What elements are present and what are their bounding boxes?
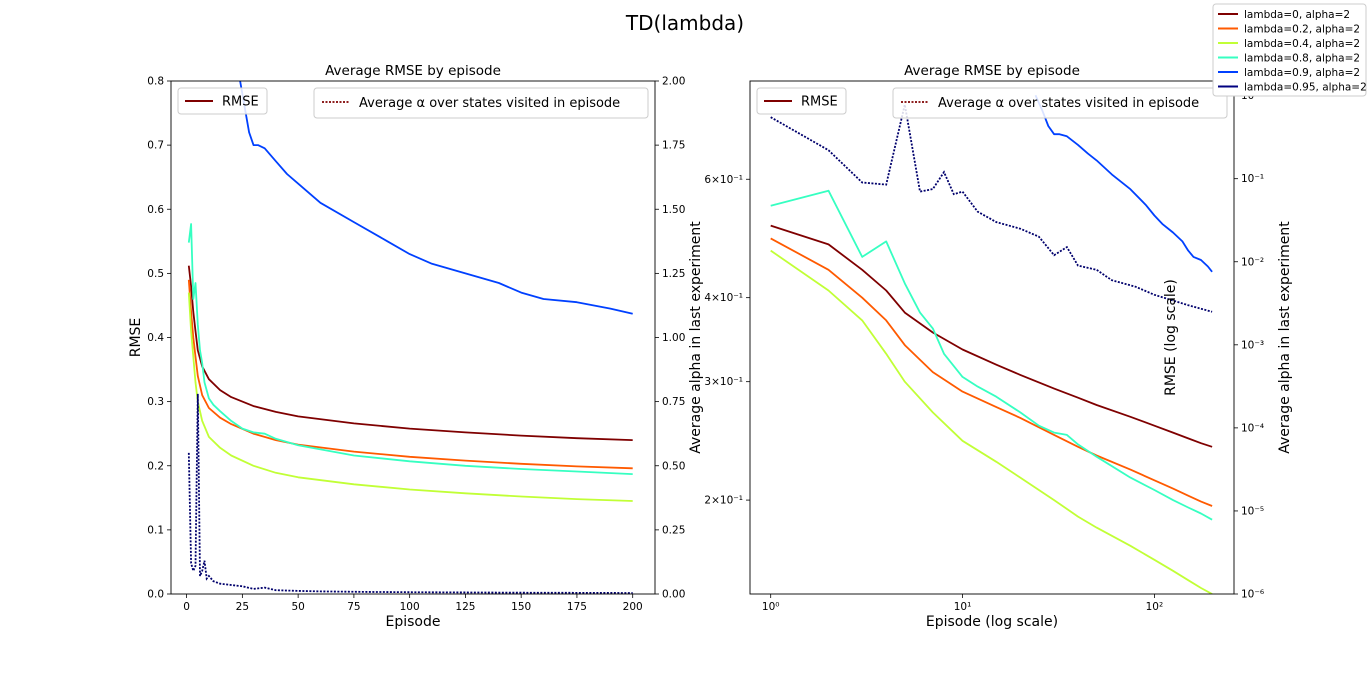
figure-legend-label-2: lambda=0.4, alpha=2 xyxy=(1244,38,1360,50)
plot-area xyxy=(171,81,655,594)
legend-rmse: RMSE xyxy=(756,87,847,115)
y-tick-label: 0.2 xyxy=(147,460,164,472)
y2-tick-label: 0.75 xyxy=(662,396,685,408)
legend-rmse-label: RMSE xyxy=(801,95,838,110)
y-tick-label: 4×10⁻¹ xyxy=(704,292,743,304)
y2-axis-label: Average alpha in last experiment xyxy=(1277,221,1293,454)
x-tick-label: 25 xyxy=(236,601,249,613)
y-tick-label: 0.8 xyxy=(147,76,164,88)
legend-rmse-box xyxy=(756,87,847,115)
legend-alpha-box xyxy=(892,87,1228,119)
series-line-3 xyxy=(770,189,1213,521)
y2-tick-label: 10⁻⁴ xyxy=(1241,422,1264,434)
legend-alpha-label: Average α over states visited in episode xyxy=(359,96,620,111)
y-tick-label: 6×10⁻¹ xyxy=(704,174,743,186)
alpha-line xyxy=(770,104,1213,313)
y-axis-label: RMSE (log scale) xyxy=(1163,279,1179,396)
y2-tick-label: 10⁻⁵ xyxy=(1241,505,1264,517)
y-tick-label: 2×10⁻¹ xyxy=(704,495,743,507)
plot-area xyxy=(750,81,1234,594)
y-tick-label: 0.0 xyxy=(147,589,164,601)
series-group xyxy=(187,81,633,594)
y2-tick-label: 10⁻² xyxy=(1241,256,1264,268)
y2-tick-label: 10⁻⁶ xyxy=(1241,589,1264,601)
y-axis-label: RMSE xyxy=(128,318,144,358)
y2-tick-label: 2.00 xyxy=(662,76,685,88)
y-tick-label: 3×10⁻¹ xyxy=(704,376,743,388)
figure-title: TD(lambda) xyxy=(625,11,744,35)
legend-alpha-box xyxy=(313,87,649,119)
x-tick-label: 150 xyxy=(511,601,531,613)
left-chart: 0 25 50 75 100 125 150 175 200 0.0 0.1 0.2 0.3 0.4 0.5… xyxy=(128,63,704,630)
figure-legend-label-0: lambda=0, alpha=2 xyxy=(1244,9,1350,21)
legend-rmse-box xyxy=(177,87,268,115)
series-line-0 xyxy=(770,224,1213,448)
y2-axis-label: Average alpha in last experiment xyxy=(688,221,704,454)
y2-tick-label: 1.00 xyxy=(662,332,685,344)
series-line-0 xyxy=(187,265,633,441)
y2-tick-label: 0.00 xyxy=(662,589,685,601)
figure-legend-label-1: lambda=0.2, alpha=2 xyxy=(1244,24,1360,36)
y2-tick-label: 0.25 xyxy=(662,524,685,536)
y2-tick-label: 1.50 xyxy=(662,204,685,216)
chart-title: Average RMSE by episode xyxy=(325,63,501,79)
figure-legend-box xyxy=(1212,3,1367,97)
legend-rmse-label: RMSE xyxy=(222,95,259,110)
x-tick-label: 10² xyxy=(1146,601,1164,613)
x-tick-label: 125 xyxy=(455,601,475,613)
series-group xyxy=(770,94,1213,594)
y-tick-label: 0.7 xyxy=(147,140,164,152)
y2-tick-label: 1.25 xyxy=(662,268,685,280)
legend-alpha-label: Average α over states visited in episode xyxy=(938,96,1199,111)
y2-tick-label: 10⁻¹ xyxy=(1241,173,1264,185)
legend-alpha: Average α over states visited in episode xyxy=(313,87,649,119)
y-tick-label: 0.3 xyxy=(147,396,164,408)
figure-legend-label-4: lambda=0.9, alpha=2 xyxy=(1244,67,1360,79)
series-line-3 xyxy=(187,223,633,475)
figure-legend: lambda=0, alpha=2 lambda=0.2, alpha=2 lamb… xyxy=(1212,3,1367,97)
y2-tick-label: 1.75 xyxy=(662,140,685,152)
alpha-line xyxy=(187,393,633,594)
series-line-2 xyxy=(187,292,633,502)
x-tick-label: 75 xyxy=(347,601,360,613)
figure-legend-label-5: lambda=0.95, alpha=2 xyxy=(1244,82,1367,94)
axes-frame xyxy=(749,80,1235,595)
y2-tick-label: 0.50 xyxy=(662,460,685,472)
x-tick-label: 0 xyxy=(183,601,190,613)
y2-tick-label: 10⁻³ xyxy=(1241,339,1264,351)
legend-rmse: RMSE xyxy=(177,87,268,115)
y-tick-label: 0.4 xyxy=(147,332,164,344)
y-tick-label: 0.1 xyxy=(147,524,164,536)
y-tick-label: 0.5 xyxy=(147,268,164,280)
figure-legend-label-3: lambda=0.8, alpha=2 xyxy=(1244,53,1360,65)
x-axis-label: Episode (log scale) xyxy=(926,614,1058,630)
chart-title: Average RMSE by episode xyxy=(904,63,1080,79)
x-tick-label: 200 xyxy=(623,601,643,613)
x-tick-label: 175 xyxy=(567,601,587,613)
x-tick-label: 50 xyxy=(291,601,304,613)
x-tick-label: 10¹ xyxy=(954,601,972,613)
right-chart: 10⁰ 10¹ 10² 2×10⁻¹ 3×10⁻¹ 4×10⁻¹ 6×10⁻¹ 10⁻⁶ 10⁻… xyxy=(704,63,1293,630)
series-line-2 xyxy=(770,249,1213,594)
y-tick-label: 0.6 xyxy=(147,204,164,216)
x-axis-label: Episode xyxy=(386,614,441,630)
x-tick-label: 100 xyxy=(400,601,420,613)
series-line-4 xyxy=(1034,94,1213,273)
legend-alpha: Average α over states visited in episode xyxy=(892,87,1228,119)
series-line-1 xyxy=(770,237,1213,507)
x-tick-label: 10⁰ xyxy=(762,601,780,613)
series-line-4 xyxy=(239,81,633,315)
